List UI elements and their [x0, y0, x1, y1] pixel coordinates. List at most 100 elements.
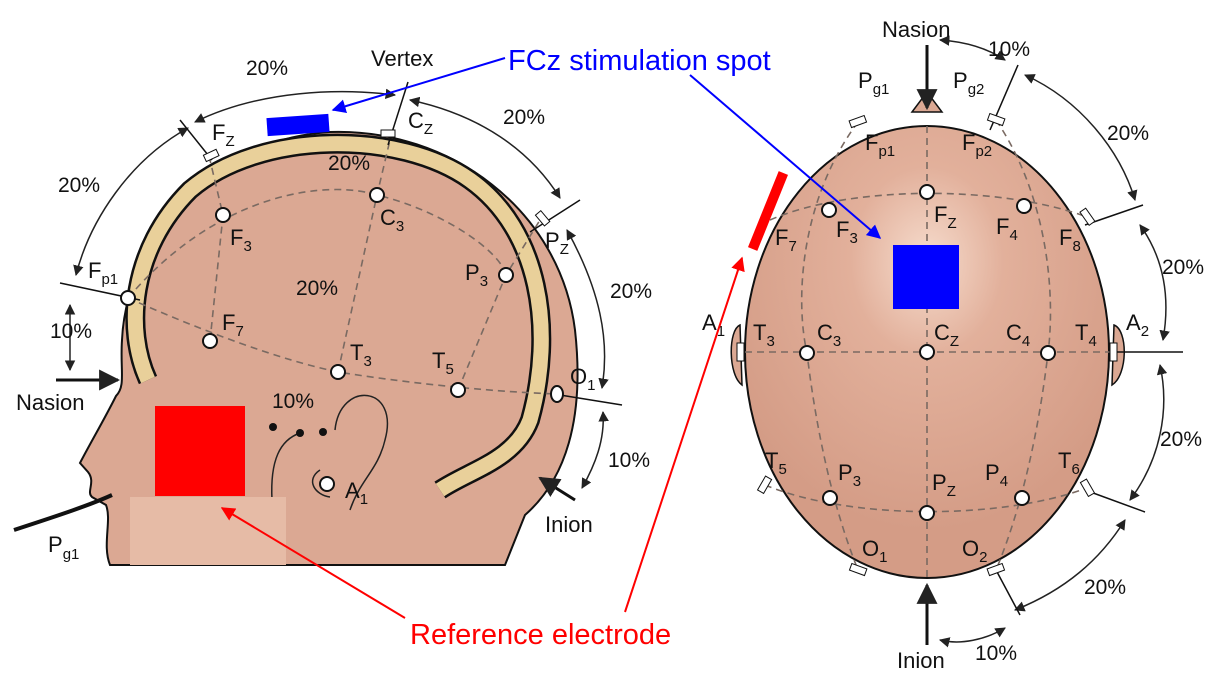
- pct: 20%: [610, 280, 652, 303]
- electrode-label: Fp1: [865, 130, 895, 160]
- label-main: T: [765, 448, 778, 473]
- label-main: A: [702, 310, 717, 335]
- pct: 20%: [296, 277, 338, 300]
- electrode-label: F4: [996, 214, 1018, 244]
- label-subscript: 3: [363, 353, 371, 370]
- tick: [529, 199, 581, 233]
- label-nasion: Nasion: [16, 390, 84, 415]
- label-subscript: 3: [853, 473, 861, 490]
- electrode-c3: [799, 345, 815, 361]
- label-subscript: p1: [878, 143, 895, 160]
- measure-arc: [408, 96, 561, 199]
- electrode-t3: [736, 342, 745, 362]
- label-subscript: Z: [424, 121, 433, 138]
- electrode-f7: [202, 333, 218, 349]
- electrode-label: Pg2: [953, 68, 984, 98]
- electrode-label: F3: [836, 217, 858, 247]
- pct: 20%: [1084, 576, 1126, 599]
- label-subscript: g1: [63, 546, 80, 563]
- label-subscript: 3: [833, 333, 841, 350]
- grid-line: [127, 297, 558, 395]
- label-subscript: 4: [1009, 227, 1017, 244]
- electrode-label: C3: [817, 320, 841, 350]
- electrode-p3: [498, 267, 514, 283]
- label-t3: T3: [350, 340, 372, 370]
- label-main: P: [48, 532, 63, 557]
- electrode-a1: [319, 476, 335, 492]
- electrode-f3: [821, 202, 837, 218]
- label-subscript: 3: [396, 218, 404, 235]
- label-main: F: [996, 214, 1009, 239]
- label-main: P: [838, 460, 853, 485]
- label-main: A: [345, 478, 360, 503]
- label-subscript: 3: [243, 238, 251, 255]
- label-main: O: [962, 536, 979, 561]
- label-main: O: [570, 364, 587, 389]
- label-main: T: [350, 340, 363, 365]
- label-main: C: [817, 320, 833, 345]
- label-main: P: [985, 460, 1000, 485]
- label-subscript: g2: [968, 81, 985, 98]
- electrode-f3: [215, 207, 231, 223]
- label-f7: F7: [222, 310, 244, 340]
- tick: [559, 394, 623, 406]
- measure-arc: [194, 88, 397, 123]
- ear-dot: [296, 429, 304, 437]
- label-nasion: Nasion: [882, 17, 950, 42]
- electrode-p4: [1014, 490, 1030, 506]
- pct: 20%: [503, 106, 545, 129]
- pct: 10%: [975, 642, 1017, 665]
- label-main: P: [932, 470, 947, 495]
- label-c3: C3: [380, 205, 404, 235]
- label-main: T: [1075, 320, 1088, 345]
- label-main: A: [1126, 310, 1141, 335]
- label-main: F: [865, 130, 878, 155]
- electrode-label: T6: [1058, 448, 1080, 478]
- pct: 20%: [1160, 428, 1202, 451]
- pct: 20%: [246, 57, 288, 80]
- measure-arc: [1014, 519, 1126, 612]
- label-subscript: Z: [947, 215, 956, 232]
- electrode-label: Pg1: [858, 68, 889, 98]
- measure-arc: [1024, 74, 1138, 202]
- reference-label: Reference electrode: [410, 619, 671, 651]
- label-main: F: [1059, 225, 1072, 250]
- label-subscript: 7: [788, 238, 796, 255]
- electrode-o2: [986, 562, 1006, 577]
- electrode-fp2: [986, 112, 1006, 127]
- grid-line: [127, 188, 507, 299]
- ear-dot: [269, 423, 277, 431]
- label-fz: FZ: [212, 120, 235, 150]
- label-subscript: 1: [879, 549, 887, 566]
- grid-line: [764, 484, 1088, 513]
- label-main: F: [934, 202, 947, 227]
- electrode-label: O2: [962, 536, 987, 566]
- side-stimulation-pad: [266, 113, 330, 137]
- label-main: C: [934, 320, 950, 345]
- label-main: F: [88, 258, 101, 283]
- electrode-t4: [1109, 342, 1118, 362]
- label-main: F: [230, 225, 243, 250]
- label-main: C: [380, 205, 396, 230]
- label-pg1: Pg1: [48, 532, 79, 563]
- electrode-cz: [380, 129, 396, 138]
- electrode-label: FZ: [934, 202, 957, 232]
- electrode-label: A1: [702, 310, 725, 340]
- electrode-cz: [919, 344, 935, 360]
- annotations: FCz stimulation spot Reference electrode: [220, 45, 882, 651]
- ear-dot: [319, 428, 327, 436]
- label-subscript: p1: [101, 271, 118, 288]
- electrode-label: P4: [985, 460, 1008, 490]
- label-main: F: [222, 310, 235, 335]
- electrode-label: T4: [1075, 320, 1097, 350]
- label-a1: A1: [345, 478, 368, 508]
- pct: 10%: [272, 390, 314, 413]
- ear-arc: [271, 432, 301, 501]
- pct: 20%: [58, 174, 100, 197]
- label-subscript: 4: [1000, 473, 1008, 490]
- side-view: Vertex Nasion Inion FZ CZ PZ Fp1 F3 C3 P…: [13, 46, 652, 566]
- label-main: F: [212, 120, 225, 145]
- label-subscript: 4: [1088, 333, 1096, 350]
